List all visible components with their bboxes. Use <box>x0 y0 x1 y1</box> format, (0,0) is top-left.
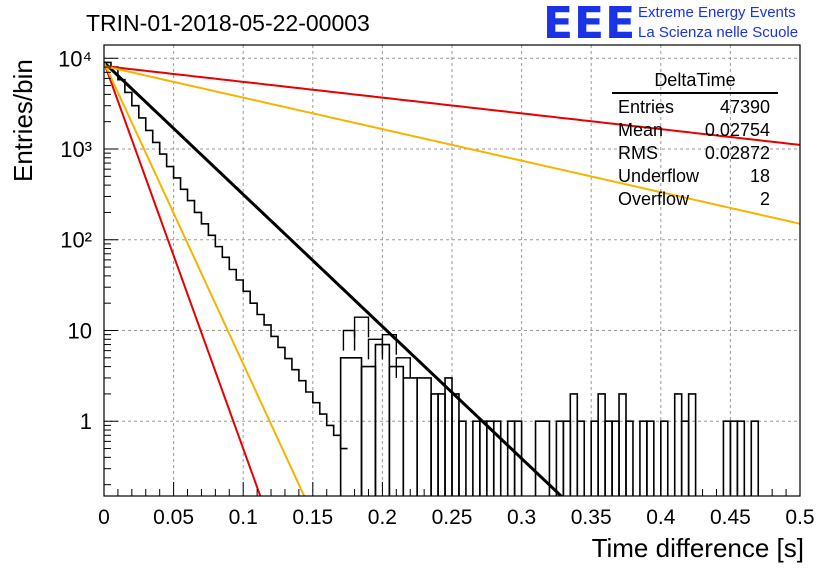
histogram-bin <box>430 393 439 496</box>
histogram-bin <box>673 393 683 496</box>
curve-line <box>104 65 800 225</box>
stats-row-underflow: Underflow 18 <box>612 165 778 188</box>
histogram-bin <box>680 420 690 496</box>
x-tick-label: 0.2 <box>368 506 397 529</box>
histogram-bin <box>342 329 356 351</box>
stats-label: Underflow <box>618 166 700 186</box>
x-tick-label: 0.05 <box>153 506 194 529</box>
stats-value: 0.02872 <box>704 143 770 163</box>
stats-value: 47390 <box>719 97 770 117</box>
histogram-bin <box>597 393 606 496</box>
x-tick-label: 0.1 <box>229 506 258 529</box>
histogram-bin <box>395 357 411 378</box>
histogram-bin <box>646 420 655 496</box>
histogram-bin <box>750 420 760 496</box>
curve-line <box>104 61 564 496</box>
histogram-bin <box>555 420 565 496</box>
stats-label: Entries <box>618 97 675 117</box>
curve-line <box>104 61 306 496</box>
histogram-bin <box>604 420 613 496</box>
x-tick-label: 0.4 <box>646 506 676 529</box>
curve-line <box>104 65 800 146</box>
histogram-bin <box>388 365 405 496</box>
stats-value: 2 <box>759 189 770 209</box>
stats-row-rms: RMS 0.02872 <box>612 142 778 165</box>
stats-row-mean: Mean 0.02754 <box>612 119 778 142</box>
x-tick-label: 0.5 <box>785 506 814 529</box>
x-tick-label: 0.3 <box>507 506 536 529</box>
stats-value: 0.02754 <box>704 120 770 140</box>
x-tick-label: 0.35 <box>571 506 612 529</box>
histogram-bin <box>360 365 377 496</box>
stats-box: DeltaTime Entries 47390 Mean 0.02754 RMS… <box>612 70 778 211</box>
histogram-bin <box>444 377 453 496</box>
histogram-bin <box>437 393 446 496</box>
histogram-bin <box>687 393 697 496</box>
stats-value: 18 <box>749 166 770 186</box>
histogram-bin <box>451 393 460 496</box>
eee-logo: EEE <box>543 0 637 49</box>
histogram-bin <box>353 316 370 338</box>
y-tick-label: 1 <box>80 409 92 434</box>
histogram-bin <box>729 420 739 496</box>
x-tick-label: 0.25 <box>432 506 473 529</box>
histogram-bin <box>576 420 586 496</box>
y-axis-label: Entries/bin <box>8 59 38 182</box>
logo-line-2: La Scienza nelle Scuole <box>638 24 799 41</box>
histogram-bin <box>625 420 634 496</box>
x-axis-label: Time difference [s] <box>591 533 804 563</box>
x-tick-label: 0 <box>98 506 110 529</box>
stats-label: Mean <box>618 120 664 140</box>
histogram-outline <box>104 61 348 450</box>
histogram-bin <box>722 420 732 496</box>
histogram-bin <box>479 420 488 496</box>
stats-label: Overflow <box>618 189 690 209</box>
stats-row-entries: Entries 47390 <box>612 96 778 119</box>
y-tick-label: 10⁴ <box>58 46 92 71</box>
y-tick-label: 10² <box>60 228 92 253</box>
histogram-bin <box>339 357 363 496</box>
logo-caption: Extreme Energy Events La Scienza nelle S… <box>638 3 798 43</box>
histogram-bin <box>506 420 516 496</box>
histogram-bin <box>660 420 669 496</box>
histogram-bin <box>472 420 481 496</box>
histogram-bin <box>402 377 418 496</box>
histogram-bin <box>562 420 572 496</box>
histogram-bin <box>618 393 627 496</box>
curve-line <box>104 62 262 496</box>
stats-row-overflow: Overflow 2 <box>612 188 778 211</box>
histogram-bin <box>639 420 648 496</box>
stats-label: RMS <box>618 143 658 163</box>
stats-title: DeltaTime <box>612 70 778 94</box>
y-tick-label: 10³ <box>60 137 92 162</box>
histogram-bin <box>736 420 746 496</box>
x-tick-label: 0.45 <box>710 506 751 529</box>
histogram-bin <box>569 393 579 496</box>
histogram-bin <box>590 420 599 496</box>
histogram-bin <box>458 420 467 496</box>
y-tick-label: 10 <box>68 318 92 343</box>
plot-title: TRIN-01-2018-05-22-00003 <box>86 10 370 36</box>
histogram-bin <box>492 420 502 496</box>
histogram-bin <box>534 420 551 496</box>
x-tick-label: 0.15 <box>292 506 333 529</box>
logo-line-1: Extreme Energy Events <box>638 4 796 21</box>
histogram-bin <box>611 420 620 496</box>
histogram-bin <box>416 377 432 496</box>
